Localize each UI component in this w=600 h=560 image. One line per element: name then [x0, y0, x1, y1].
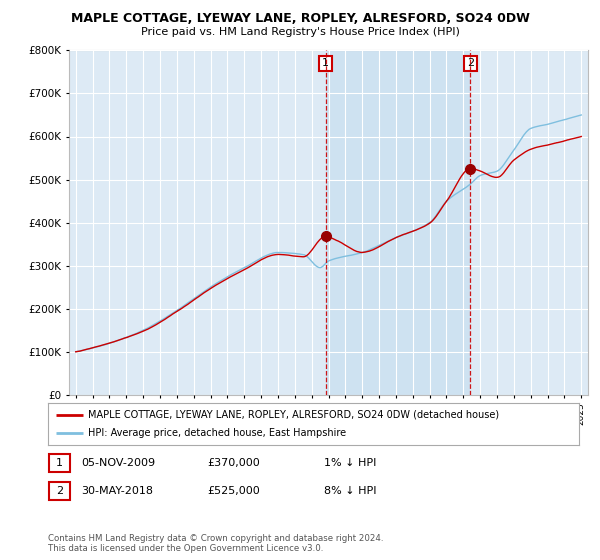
Text: Price paid vs. HM Land Registry's House Price Index (HPI): Price paid vs. HM Land Registry's House …	[140, 27, 460, 37]
Text: 2: 2	[467, 58, 474, 68]
Text: 05-NOV-2009: 05-NOV-2009	[81, 458, 155, 468]
Text: Contains HM Land Registry data © Crown copyright and database right 2024.
This d: Contains HM Land Registry data © Crown c…	[48, 534, 383, 553]
Text: MAPLE COTTAGE, LYEWAY LANE, ROPLEY, ALRESFORD, SO24 0DW: MAPLE COTTAGE, LYEWAY LANE, ROPLEY, ALRE…	[71, 12, 529, 25]
Text: MAPLE COTTAGE, LYEWAY LANE, ROPLEY, ALRESFORD, SO24 0DW (detached house): MAPLE COTTAGE, LYEWAY LANE, ROPLEY, ALRE…	[88, 410, 499, 420]
FancyBboxPatch shape	[49, 482, 70, 500]
Text: 1: 1	[322, 58, 329, 68]
Text: £370,000: £370,000	[207, 458, 260, 468]
Text: 8% ↓ HPI: 8% ↓ HPI	[324, 486, 377, 496]
Text: £525,000: £525,000	[207, 486, 260, 496]
FancyBboxPatch shape	[49, 454, 70, 472]
Text: HPI: Average price, detached house, East Hampshire: HPI: Average price, detached house, East…	[88, 428, 346, 438]
Text: 1% ↓ HPI: 1% ↓ HPI	[324, 458, 376, 468]
Text: 30-MAY-2018: 30-MAY-2018	[81, 486, 153, 496]
Text: 2: 2	[56, 486, 63, 496]
Text: 1: 1	[56, 458, 63, 468]
Bar	[326, 50, 470, 395]
